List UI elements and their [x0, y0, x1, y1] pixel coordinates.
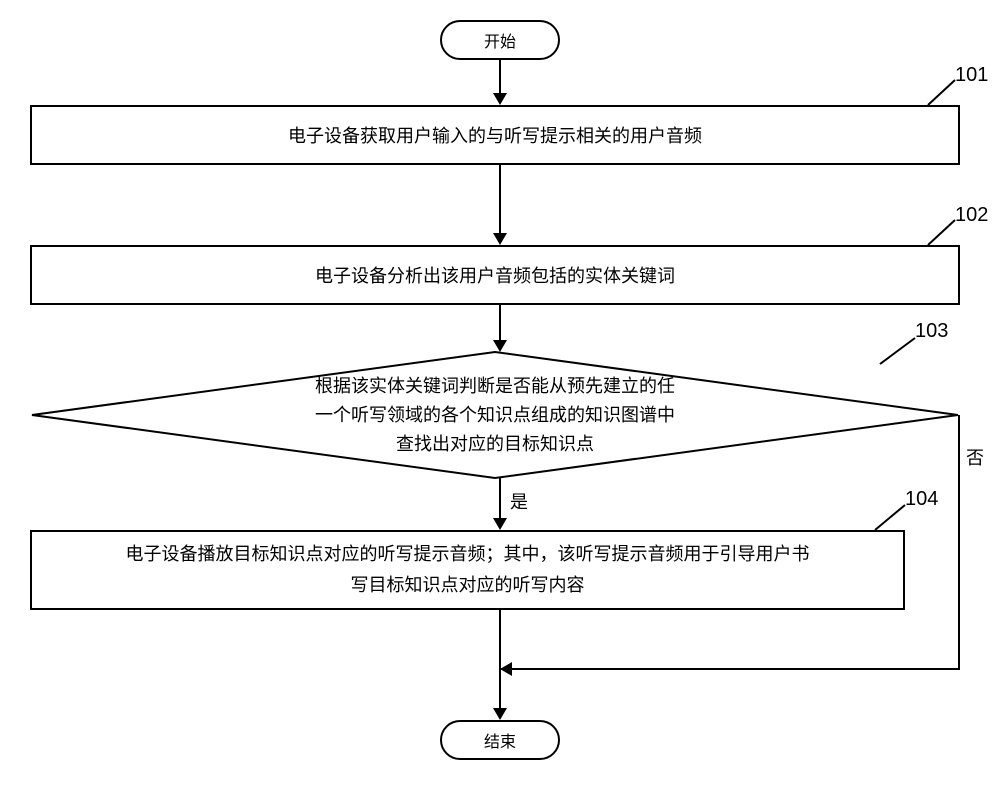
- decision-103: 根据该实体关键词判断是否能从预先建立的任 一个听写领域的各个知识点组成的知识图谱…: [30, 350, 960, 480]
- edge-start-101: [499, 60, 501, 93]
- process-102: 电子设备分析出该用户音频包括的实体关键词: [30, 245, 960, 305]
- edge-101-102: [499, 165, 501, 233]
- end-node: 结束: [440, 720, 560, 760]
- flowchart-canvas: 开始 电子设备获取用户输入的与听写提示相关的用户音频 101 电子设备分析出该用…: [20, 20, 980, 772]
- edge-102-103: [499, 305, 501, 340]
- process-104: 电子设备播放目标知识点对应的听写提示音频；其中，该听写提示音频用于引导用户书 写…: [30, 530, 905, 610]
- edge-no-vert: [958, 415, 960, 670]
- label-103: 103: [915, 320, 948, 343]
- decision-103-text: 根据该实体关键词判断是否能从预先建立的任 一个听写领域的各个知识点组成的知识图谱…: [305, 372, 685, 458]
- label-104: 104: [905, 488, 938, 511]
- leader-103: [875, 333, 920, 368]
- process-102-text: 电子设备分析出该用户音频包括的实体关键词: [315, 262, 675, 288]
- edge-101-102-head: [493, 233, 507, 245]
- process-101: 电子设备获取用户输入的与听写提示相关的用户音频: [30, 105, 960, 165]
- yes-label: 是: [510, 488, 528, 514]
- label-101: 101: [955, 64, 988, 87]
- edge-no-horiz: [500, 668, 960, 670]
- end-text: 结束: [484, 728, 516, 752]
- start-node: 开始: [440, 20, 560, 60]
- edge-no-head: [500, 662, 512, 676]
- process-101-text: 电子设备获取用户输入的与听写提示相关的用户音频: [288, 122, 702, 148]
- start-text: 开始: [484, 28, 516, 52]
- edge-103-104: [499, 478, 501, 518]
- label-102: 102: [955, 204, 988, 227]
- edge-104-end-head: [493, 708, 507, 720]
- leader-104: [870, 500, 910, 535]
- edge-103-104-head: [493, 518, 507, 530]
- edge-104-end: [499, 610, 501, 708]
- edge-start-101-head: [493, 93, 507, 105]
- no-label: 否: [966, 444, 984, 470]
